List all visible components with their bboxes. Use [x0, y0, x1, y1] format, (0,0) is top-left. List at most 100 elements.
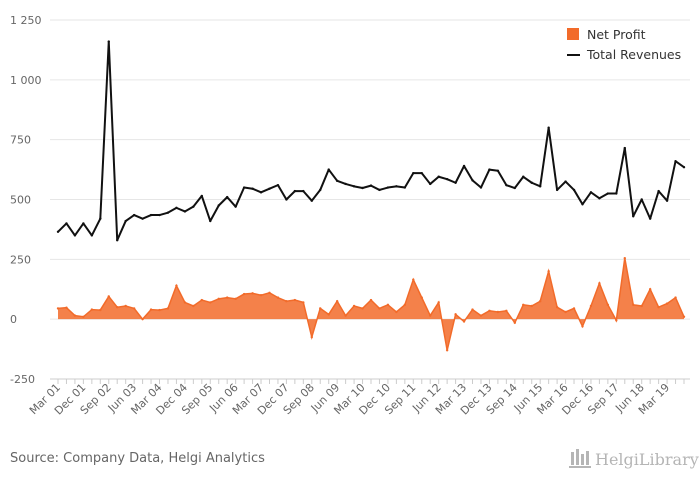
net-profit-point [217, 297, 220, 301]
net-profit-point [615, 319, 618, 322]
net-profit-point [555, 306, 559, 309]
total-revenues-point [403, 186, 407, 189]
total-revenues-point [90, 234, 94, 237]
total-revenues-point [429, 182, 432, 186]
total-revenues-point [200, 194, 204, 198]
total-revenues-point [615, 192, 618, 195]
net-profit-point [192, 304, 195, 308]
total-revenues-point [674, 160, 677, 163]
total-revenues-point [496, 169, 500, 172]
total-revenues-point [386, 186, 390, 189]
net-profit-point [386, 303, 390, 307]
total-revenues-point [82, 222, 85, 225]
net-profit-point [403, 303, 407, 307]
legend-swatch-net-profit [567, 28, 579, 40]
net-profit-point [445, 349, 449, 352]
total-revenues-point [445, 177, 449, 181]
y-tick-label: 250 [10, 253, 31, 266]
net-profit-point [310, 335, 313, 339]
net-profit-point [471, 308, 474, 311]
total-revenues-point [454, 181, 457, 184]
total-revenues-point [479, 186, 483, 189]
net-profit-point [640, 304, 643, 308]
net-profit-point [420, 296, 423, 299]
total-revenues-point [488, 168, 491, 171]
total-revenues-point [623, 146, 626, 150]
net-profit-point [158, 308, 161, 312]
net-profit-point [276, 296, 280, 299]
total-revenues-point [471, 179, 474, 182]
net-profit-point [378, 307, 381, 310]
net-profit-point [479, 314, 483, 317]
total-revenues-point [175, 206, 178, 210]
net-profit-point [429, 314, 432, 317]
net-profit-point [682, 315, 686, 318]
net-profit-point [116, 306, 119, 309]
net-profit-point [302, 301, 305, 304]
total-revenues-point [319, 188, 322, 192]
net-profit-point [462, 320, 466, 323]
total-revenues-point [310, 199, 313, 202]
total-revenues-point [183, 210, 187, 213]
net-profit-point [505, 309, 508, 312]
total-revenues-point [572, 188, 576, 192]
total-revenues-point [141, 217, 144, 220]
net-profit-point [589, 304, 593, 308]
net-profit-point [149, 308, 153, 311]
total-revenues-point [65, 222, 68, 225]
total-revenues-line [57, 40, 685, 242]
net-profit-point [166, 307, 170, 310]
net-profit-point [132, 307, 136, 310]
total-revenues-point [259, 191, 263, 194]
net-profit-point [606, 303, 610, 307]
net-profit-area [58, 258, 684, 351]
total-revenues-point [192, 205, 195, 208]
net-profit-point [183, 301, 187, 304]
net-profit-point [124, 304, 127, 308]
net-profit-point [564, 310, 567, 314]
net-profit-point [648, 288, 652, 291]
net-profit-point [395, 310, 398, 314]
net-profit-point [581, 325, 584, 328]
legend-label-net-profit: Net Profit [587, 27, 646, 42]
total-revenues-point [251, 187, 254, 190]
total-revenues-point [107, 40, 110, 43]
total-revenues-point [369, 184, 373, 187]
y-tick-label: 750 [10, 134, 31, 147]
net-profit-point [56, 307, 60, 310]
total-revenues-point [158, 213, 161, 217]
net-profit-point [623, 256, 626, 260]
net-profit-point [242, 292, 246, 296]
net-profit-point [251, 292, 254, 295]
net-profit-point [496, 310, 500, 314]
total-revenues-point [522, 175, 525, 178]
y-tick-label: 1 250 [10, 14, 42, 27]
total-revenues-point [225, 195, 229, 199]
net-profit-point [327, 313, 330, 316]
net-profit-point [268, 291, 271, 295]
net-profit-point [209, 301, 212, 304]
total-revenues-point [665, 199, 669, 202]
net-profit-point [369, 298, 373, 302]
total-revenues-point [344, 182, 347, 186]
net-profit-point [454, 313, 457, 316]
net-profit-point [598, 282, 601, 285]
total-revenues-point [56, 230, 60, 234]
net-profit-series [56, 256, 686, 352]
total-revenues-point [242, 186, 246, 189]
helgi-library-logo: HelgiLibrary [569, 449, 699, 469]
grid-lines [50, 19, 690, 380]
total-revenues-point [538, 185, 542, 188]
total-revenues-point [149, 213, 153, 217]
total-revenues-point [420, 171, 423, 175]
legend: Net Profit Total Revenues [567, 27, 681, 62]
y-axis-ticks: -250 0 250 500 750 1 000 1 250 [10, 14, 42, 386]
net-profit-point [632, 303, 635, 307]
net-profit-point [412, 278, 415, 281]
total-revenues-point [327, 168, 330, 171]
total-revenues-point [547, 126, 550, 129]
total-revenues-point [285, 198, 288, 201]
total-revenues-point [268, 187, 271, 190]
source-note: Source: Company Data, Helgi Analytics [10, 451, 265, 466]
